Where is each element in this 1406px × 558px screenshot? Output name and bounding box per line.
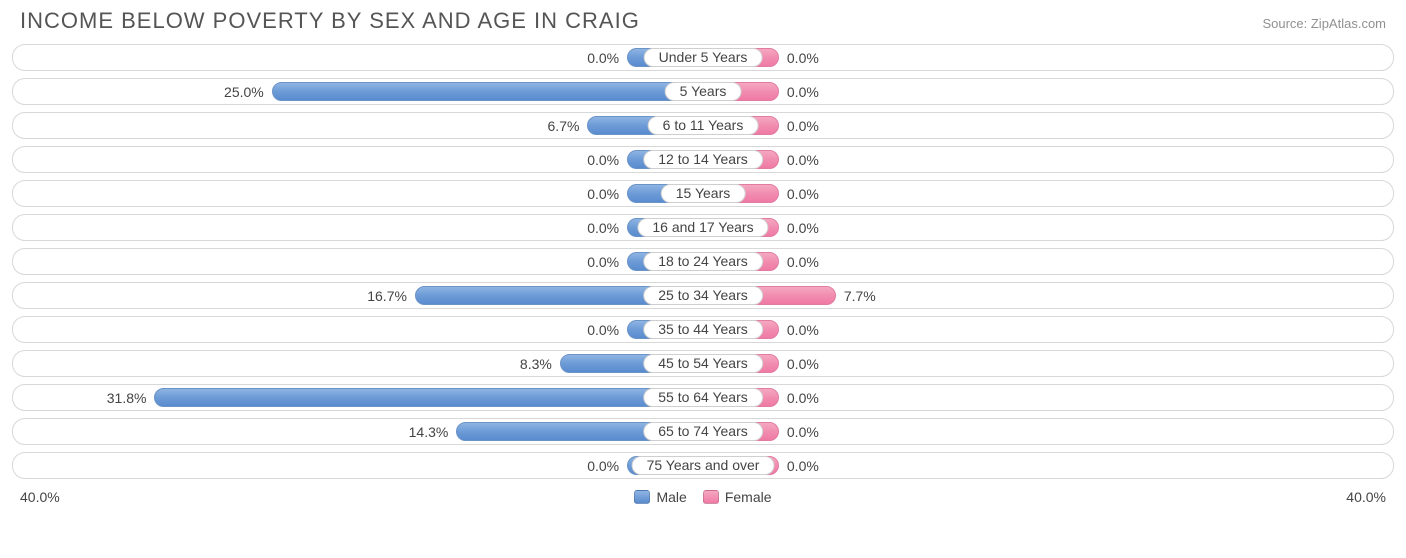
axis-max-left: 40.0% bbox=[20, 489, 60, 505]
diverging-bar-chart: 0.0% 0.0% Under 5 Years 25.0% 0.0% 5 Years 6.7… bbox=[12, 44, 1394, 479]
female-half: 0.0% bbox=[703, 453, 1393, 478]
male-half: 0.0% bbox=[13, 249, 703, 274]
male-value-label: 25.0% bbox=[224, 79, 264, 106]
chart-row: 31.8% 0.0% 55 to 64 Years bbox=[12, 384, 1394, 411]
male-value-label: 6.7% bbox=[548, 113, 580, 140]
chart-row: 14.3% 0.0% 65 to 74 Years bbox=[12, 418, 1394, 445]
female-value-label: 0.0% bbox=[787, 249, 819, 276]
category-label: Under 5 Years bbox=[644, 48, 763, 67]
category-label: 18 to 24 Years bbox=[643, 252, 763, 271]
female-value-label: 0.0% bbox=[787, 147, 819, 174]
female-half: 7.7% bbox=[703, 283, 1393, 308]
female-half: 0.0% bbox=[703, 45, 1393, 70]
female-half: 0.0% bbox=[703, 351, 1393, 376]
legend-swatch-male bbox=[634, 490, 650, 504]
female-half: 0.0% bbox=[703, 79, 1393, 104]
chart-row: 0.0% 0.0% Under 5 Years bbox=[12, 44, 1394, 71]
chart-row: 25.0% 0.0% 5 Years bbox=[12, 78, 1394, 105]
chart-row: 0.0% 0.0% 75 Years and over bbox=[12, 452, 1394, 479]
chart-container: INCOME BELOW POVERTY BY SEX AND AGE IN C… bbox=[0, 0, 1406, 514]
female-value-label: 0.0% bbox=[787, 113, 819, 140]
category-label: 6 to 11 Years bbox=[648, 116, 759, 135]
male-half: 6.7% bbox=[13, 113, 703, 138]
male-value-label: 0.0% bbox=[587, 181, 619, 208]
male-half: 31.8% bbox=[13, 385, 703, 410]
male-value-label: 0.0% bbox=[587, 215, 619, 242]
category-label: 15 Years bbox=[661, 184, 746, 203]
chart-row: 0.0% 0.0% 18 to 24 Years bbox=[12, 248, 1394, 275]
female-value-label: 0.0% bbox=[787, 317, 819, 344]
category-label: 25 to 34 Years bbox=[643, 286, 763, 305]
category-label: 65 to 74 Years bbox=[643, 422, 763, 441]
chart-row: 0.0% 0.0% 16 and 17 Years bbox=[12, 214, 1394, 241]
male-value-label: 16.7% bbox=[367, 283, 407, 310]
chart-title: INCOME BELOW POVERTY BY SEX AND AGE IN C… bbox=[20, 8, 640, 34]
chart-legend: Male Female bbox=[634, 489, 771, 505]
male-bar bbox=[154, 388, 703, 407]
chart-row: 0.0% 0.0% 12 to 14 Years bbox=[12, 146, 1394, 173]
chart-row: 16.7% 7.7% 25 to 34 Years bbox=[12, 282, 1394, 309]
chart-row: 0.0% 0.0% 35 to 44 Years bbox=[12, 316, 1394, 343]
male-half: 0.0% bbox=[13, 215, 703, 240]
chart-source: Source: ZipAtlas.com bbox=[1262, 16, 1386, 31]
category-label: 55 to 64 Years bbox=[643, 388, 763, 407]
female-value-label: 0.0% bbox=[787, 385, 819, 412]
female-value-label: 0.0% bbox=[787, 45, 819, 72]
male-half: 25.0% bbox=[13, 79, 703, 104]
category-label: 35 to 44 Years bbox=[643, 320, 763, 339]
category-label: 45 to 54 Years bbox=[643, 354, 763, 373]
category-label: 75 Years and over bbox=[632, 456, 775, 475]
male-half: 0.0% bbox=[13, 45, 703, 70]
female-value-label: 0.0% bbox=[787, 419, 819, 446]
chart-footer: 40.0% Male Female 40.0% bbox=[12, 486, 1394, 508]
chart-row: 6.7% 0.0% 6 to 11 Years bbox=[12, 112, 1394, 139]
female-value-label: 7.7% bbox=[844, 283, 876, 310]
legend-swatch-female bbox=[703, 490, 719, 504]
male-value-label: 0.0% bbox=[587, 249, 619, 276]
female-half: 0.0% bbox=[703, 113, 1393, 138]
male-value-label: 0.0% bbox=[587, 453, 619, 480]
chart-row: 8.3% 0.0% 45 to 54 Years bbox=[12, 350, 1394, 377]
male-half: 14.3% bbox=[13, 419, 703, 444]
male-bar bbox=[272, 82, 703, 101]
female-value-label: 0.0% bbox=[787, 181, 819, 208]
chart-row: 0.0% 0.0% 15 Years bbox=[12, 180, 1394, 207]
female-half: 0.0% bbox=[703, 215, 1393, 240]
female-value-label: 0.0% bbox=[787, 351, 819, 378]
male-value-label: 14.3% bbox=[409, 419, 449, 446]
male-half: 16.7% bbox=[13, 283, 703, 308]
female-value-label: 0.0% bbox=[787, 79, 819, 106]
female-half: 0.0% bbox=[703, 385, 1393, 410]
legend-label-male: Male bbox=[656, 489, 686, 505]
female-half: 0.0% bbox=[703, 317, 1393, 342]
male-half: 0.0% bbox=[13, 181, 703, 206]
male-value-label: 8.3% bbox=[520, 351, 552, 378]
chart-header: INCOME BELOW POVERTY BY SEX AND AGE IN C… bbox=[12, 8, 1394, 34]
male-half: 8.3% bbox=[13, 351, 703, 376]
axis-max-right: 40.0% bbox=[1346, 489, 1386, 505]
legend-item-male: Male bbox=[634, 489, 686, 505]
category-label: 12 to 14 Years bbox=[643, 150, 763, 169]
legend-item-female: Female bbox=[703, 489, 772, 505]
male-value-label: 0.0% bbox=[587, 317, 619, 344]
male-half: 0.0% bbox=[13, 317, 703, 342]
male-half: 0.0% bbox=[13, 453, 703, 478]
female-value-label: 0.0% bbox=[787, 215, 819, 242]
category-label: 16 and 17 Years bbox=[637, 218, 768, 237]
category-label: 5 Years bbox=[665, 82, 742, 101]
male-value-label: 0.0% bbox=[587, 45, 619, 72]
female-half: 0.0% bbox=[703, 249, 1393, 274]
male-value-label: 31.8% bbox=[107, 385, 147, 412]
female-value-label: 0.0% bbox=[787, 453, 819, 480]
female-half: 0.0% bbox=[703, 181, 1393, 206]
female-half: 0.0% bbox=[703, 147, 1393, 172]
female-half: 0.0% bbox=[703, 419, 1393, 444]
male-value-label: 0.0% bbox=[587, 147, 619, 174]
male-half: 0.0% bbox=[13, 147, 703, 172]
legend-label-female: Female bbox=[725, 489, 772, 505]
